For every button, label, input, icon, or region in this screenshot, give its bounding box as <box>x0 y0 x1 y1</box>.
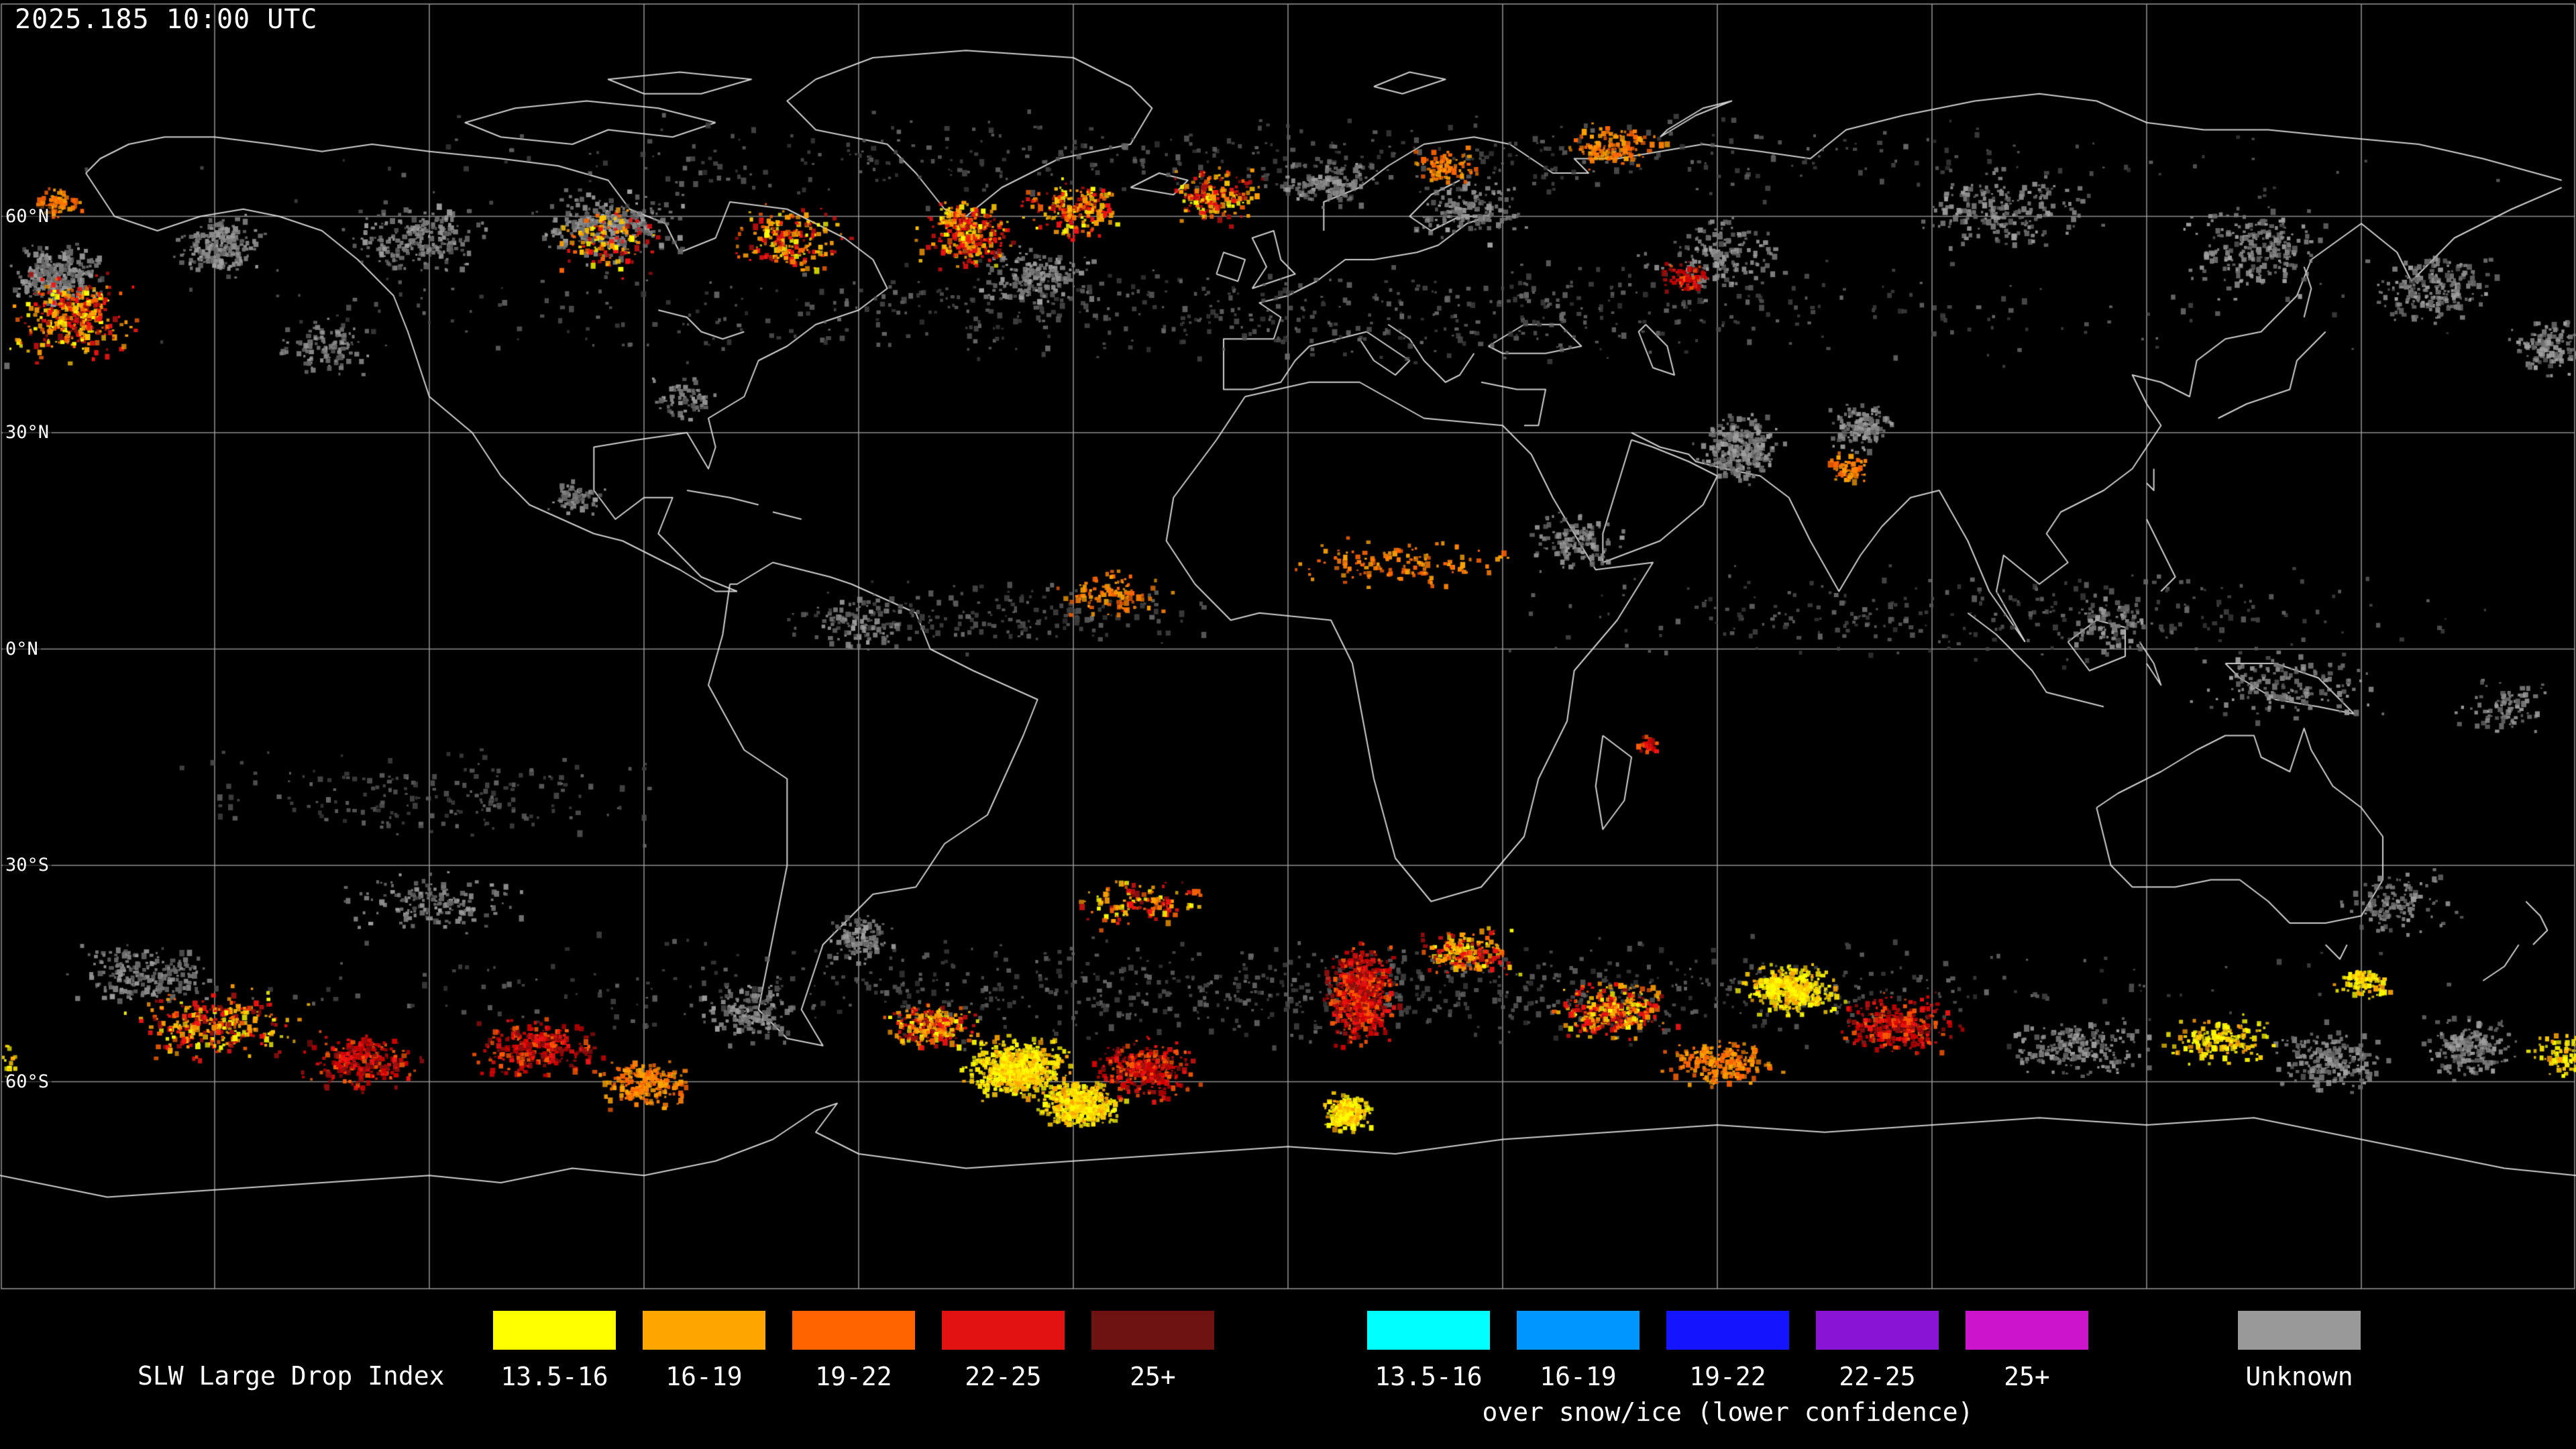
lat-label: 30°N <box>3 421 52 443</box>
legend-swatch <box>493 1311 616 1350</box>
legend-unknown-item: Unknown <box>2238 1311 2361 1391</box>
legend-swatch <box>1517 1311 1640 1350</box>
world-map-canvas <box>0 0 2576 1298</box>
legend-item: 22-25 <box>1816 1311 1939 1391</box>
legend-item: 25+ <box>1091 1311 1214 1391</box>
legend-group-normal: 13.5-16 16-19 19-22 22-25 25+ <box>493 1311 1214 1391</box>
lat-label: 60°N <box>3 205 52 227</box>
legend-item: 19-22 <box>1666 1311 1789 1391</box>
legend-swatch <box>1966 1311 2088 1350</box>
legend-swatch-label: 19-22 <box>815 1362 892 1391</box>
legend-swatch <box>1091 1311 1214 1350</box>
legend-item: 19-22 <box>792 1311 915 1391</box>
lat-label: 30°S <box>3 854 52 875</box>
legend-item: 16-19 <box>643 1311 765 1391</box>
legend-swatch <box>942 1311 1065 1350</box>
legend-swatch <box>1666 1311 1789 1350</box>
legend-swatch-label: 16-19 <box>1540 1362 1617 1391</box>
legend-item: 16-19 <box>1517 1311 1640 1391</box>
timestamp: 2025.185 10:00 UTC <box>15 4 318 35</box>
legend-unknown-swatch <box>2238 1311 2361 1350</box>
legend-title: SLW Large Drop Index <box>138 1361 445 1391</box>
legend-swatch-label: 22-25 <box>965 1362 1042 1391</box>
legend-swatch-label: 25+ <box>1130 1362 1176 1391</box>
legend-group-snow: 13.5-16 16-19 19-22 22-25 25+ <box>1367 1311 2088 1391</box>
legend-item: 13.5-16 <box>1367 1311 1490 1391</box>
legend-item: 13.5-16 <box>493 1311 616 1391</box>
legend-swatch-label: 13.5-16 <box>500 1362 608 1391</box>
world-map: 2025.185 10:00 UTC 60°N 30°N 0°N 30°S 60°S <box>0 0 2576 1298</box>
legend-snow-caption: over snow/ice (lower confidence) <box>1482 1397 1974 1427</box>
legend-unknown-label: Unknown <box>2245 1362 2353 1391</box>
legend: SLW Large Drop Index 13.5-16 16-19 19-22 22… <box>0 1298 2576 1449</box>
legend-swatch-label: 13.5-16 <box>1375 1362 1483 1391</box>
legend-swatch <box>792 1311 915 1350</box>
legend-item: 25+ <box>1966 1311 2088 1391</box>
lat-label: 0°N <box>3 638 41 659</box>
legend-swatch-label: 16-19 <box>665 1362 743 1391</box>
legend-item: 22-25 <box>942 1311 1065 1391</box>
legend-swatch <box>1816 1311 1939 1350</box>
lat-label: 60°S <box>3 1071 52 1092</box>
legend-swatch-label: 19-22 <box>1689 1362 1766 1391</box>
legend-swatch <box>1367 1311 1490 1350</box>
legend-swatch-label: 22-25 <box>1839 1362 1916 1391</box>
legend-swatch-label: 25+ <box>2004 1362 2050 1391</box>
legend-swatch <box>643 1311 765 1350</box>
